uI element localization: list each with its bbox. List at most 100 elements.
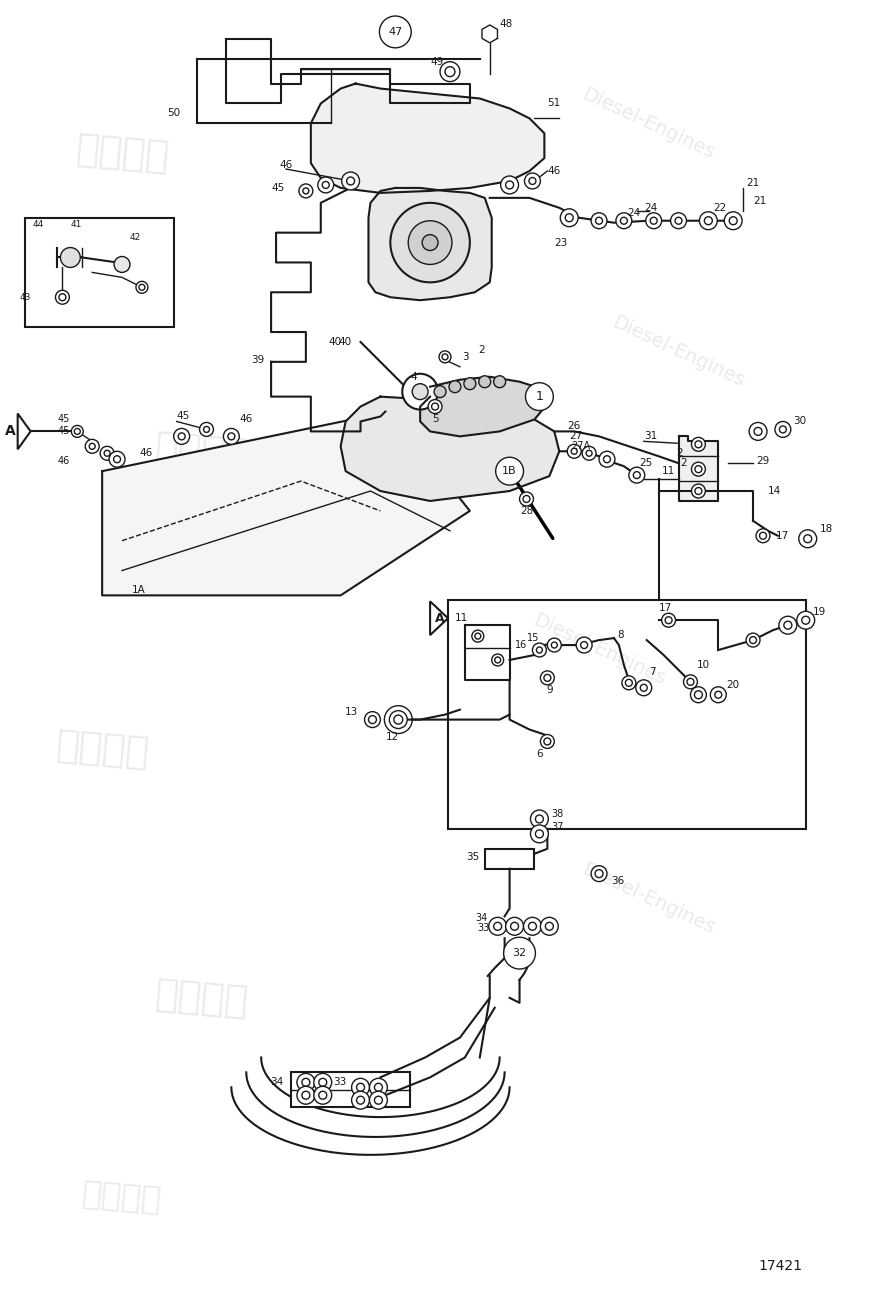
Text: Diesel-Engines: Diesel-Engines	[579, 860, 718, 937]
Circle shape	[523, 918, 541, 935]
Circle shape	[297, 1086, 315, 1105]
Circle shape	[314, 1086, 332, 1105]
Text: 7: 7	[649, 666, 655, 677]
Text: 34: 34	[475, 914, 488, 923]
Circle shape	[71, 425, 84, 437]
Text: 8: 8	[617, 630, 624, 640]
Circle shape	[491, 654, 504, 666]
Circle shape	[409, 221, 452, 264]
Text: 17421: 17421	[758, 1259, 802, 1274]
Text: 30: 30	[793, 416, 806, 427]
Circle shape	[756, 529, 770, 543]
Text: 22: 22	[713, 203, 726, 213]
Circle shape	[472, 630, 484, 643]
Text: 33: 33	[477, 923, 490, 933]
Text: 48: 48	[499, 18, 513, 29]
Text: 51: 51	[547, 98, 561, 109]
Circle shape	[561, 209, 579, 226]
Circle shape	[342, 171, 360, 190]
Circle shape	[591, 865, 607, 881]
Bar	[25, 217, 174, 327]
Circle shape	[464, 378, 476, 390]
Text: 29: 29	[756, 457, 769, 466]
Circle shape	[412, 384, 428, 399]
Text: 41: 41	[70, 220, 82, 229]
Circle shape	[692, 437, 706, 452]
Circle shape	[85, 440, 99, 453]
Text: 40: 40	[339, 336, 352, 347]
Text: 23: 23	[554, 238, 568, 247]
Circle shape	[61, 247, 80, 267]
Circle shape	[174, 428, 190, 444]
Circle shape	[223, 428, 239, 444]
Text: 14: 14	[768, 486, 781, 496]
Circle shape	[402, 374, 438, 410]
Circle shape	[749, 423, 767, 440]
Circle shape	[352, 1092, 369, 1109]
Circle shape	[114, 257, 130, 272]
Text: 9: 9	[546, 685, 553, 695]
Circle shape	[479, 376, 490, 387]
Text: 27A: 27A	[571, 441, 590, 452]
Polygon shape	[311, 84, 545, 192]
Circle shape	[504, 937, 536, 969]
Circle shape	[428, 399, 442, 414]
Circle shape	[622, 675, 635, 690]
Text: 1B: 1B	[502, 466, 517, 476]
Text: 35: 35	[466, 852, 480, 861]
Circle shape	[724, 212, 742, 229]
Circle shape	[352, 1079, 369, 1096]
Circle shape	[540, 672, 554, 685]
Circle shape	[439, 351, 451, 363]
Circle shape	[109, 452, 125, 467]
Circle shape	[567, 444, 581, 458]
Circle shape	[101, 446, 114, 461]
Circle shape	[710, 687, 726, 703]
Circle shape	[525, 382, 554, 411]
Text: 49: 49	[430, 56, 443, 67]
Text: 28: 28	[520, 505, 533, 516]
Circle shape	[684, 675, 698, 689]
Text: Diesel-Engines: Diesel-Engines	[530, 611, 668, 689]
Text: 33: 33	[333, 1077, 346, 1088]
Text: 46: 46	[239, 415, 253, 424]
Text: 40: 40	[328, 336, 342, 347]
Text: 装发动力: 装发动力	[54, 726, 150, 772]
Text: 50: 50	[166, 109, 180, 118]
Circle shape	[799, 530, 817, 547]
Circle shape	[576, 637, 592, 653]
Circle shape	[449, 381, 461, 393]
Circle shape	[591, 213, 607, 229]
Text: 12: 12	[385, 733, 399, 742]
Circle shape	[635, 679, 651, 696]
Circle shape	[797, 611, 814, 630]
Text: 19: 19	[813, 607, 826, 618]
Text: 32: 32	[513, 948, 527, 958]
Circle shape	[494, 376, 506, 387]
Circle shape	[365, 712, 380, 728]
Circle shape	[629, 467, 644, 483]
Circle shape	[616, 213, 632, 229]
Text: 43: 43	[20, 293, 30, 302]
Polygon shape	[368, 188, 491, 300]
Polygon shape	[482, 25, 498, 43]
Circle shape	[540, 918, 558, 935]
Text: Diesel-Engines: Diesel-Engines	[610, 313, 748, 391]
Circle shape	[520, 492, 533, 507]
Text: 2: 2	[681, 458, 687, 469]
Text: 4: 4	[410, 372, 417, 382]
Text: 44: 44	[33, 220, 44, 229]
Circle shape	[379, 16, 411, 48]
Circle shape	[692, 484, 706, 497]
Bar	[485, 848, 534, 869]
Text: 26: 26	[567, 421, 580, 432]
Circle shape	[297, 1073, 315, 1092]
Circle shape	[661, 613, 676, 627]
Circle shape	[434, 386, 446, 398]
Text: 2: 2	[676, 448, 684, 458]
Text: 10: 10	[696, 660, 709, 670]
Text: 装发动力: 装发动力	[153, 428, 250, 474]
Circle shape	[524, 173, 540, 188]
Text: 3: 3	[462, 352, 468, 361]
Text: 20: 20	[726, 679, 740, 690]
